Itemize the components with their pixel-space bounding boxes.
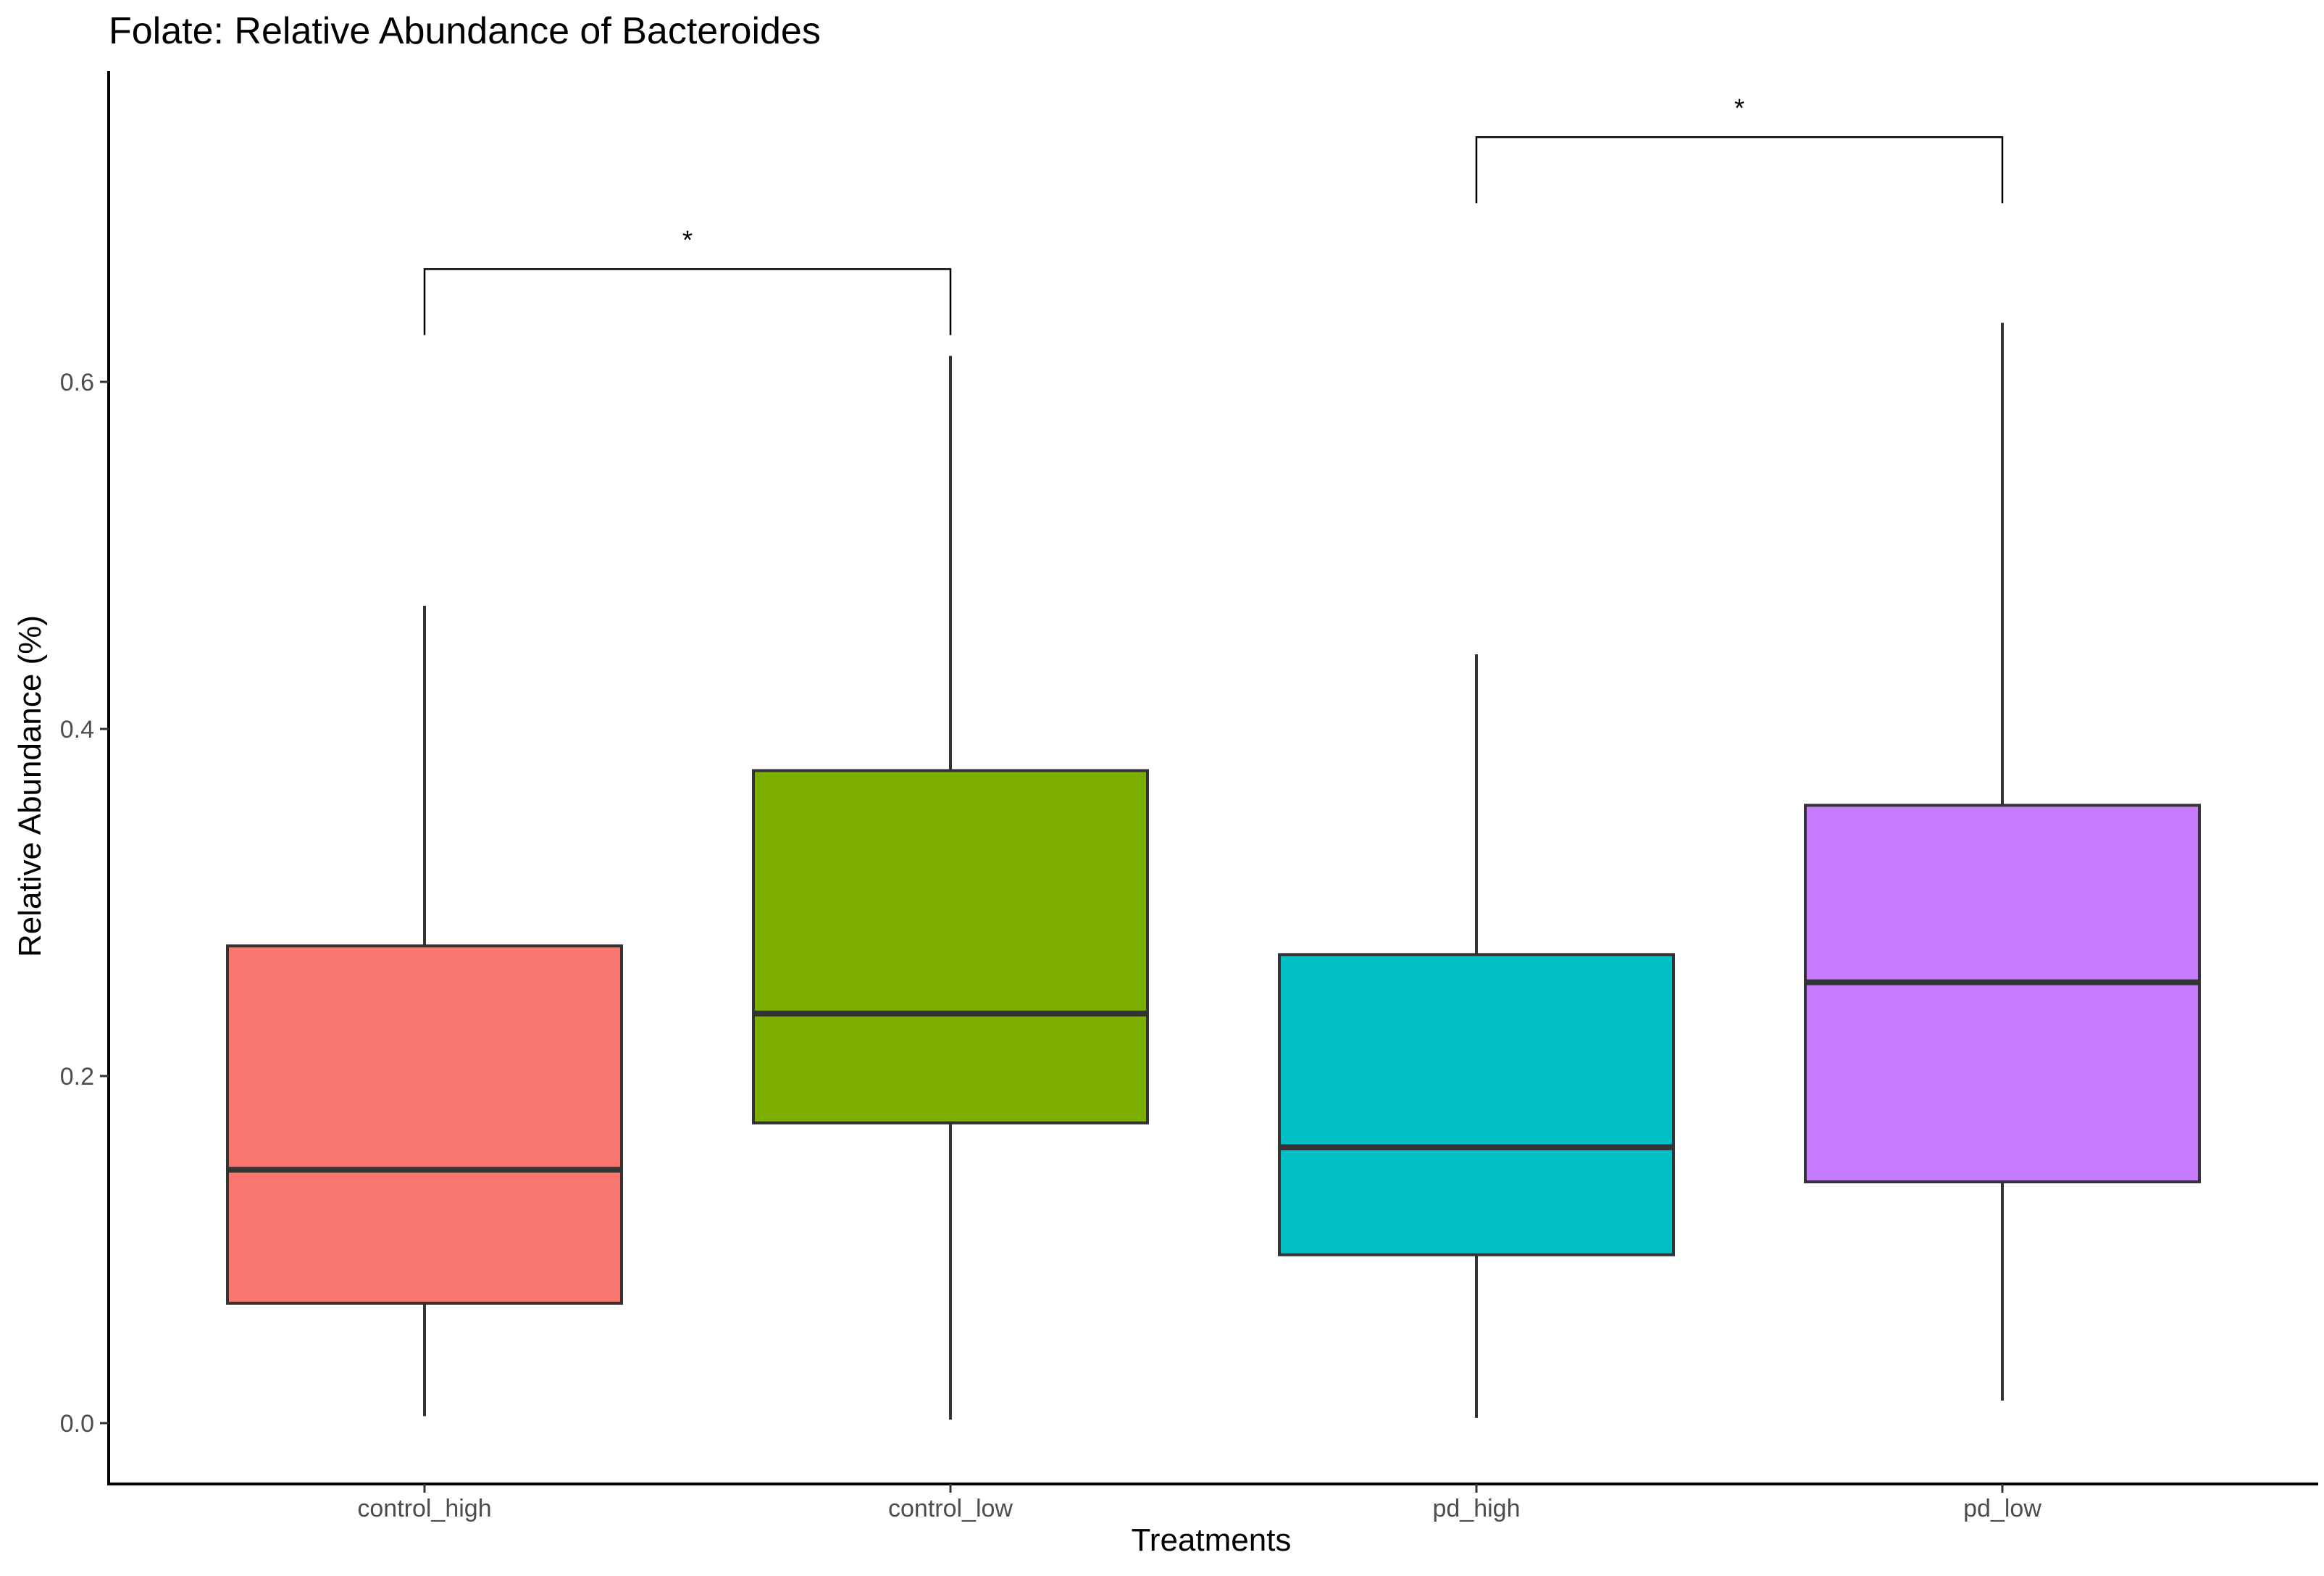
- y-tick-label: 0.2: [60, 1063, 94, 1091]
- y-tick-label: 0.4: [60, 716, 94, 743]
- y-tick-label: 0.0: [60, 1410, 94, 1438]
- significance-label: *: [682, 225, 693, 254]
- chart-title: Folate: Relative Abundance of Bacteroide…: [109, 10, 821, 52]
- x-tick-label: control_high: [357, 1495, 491, 1522]
- x-tick-label: pd_low: [1963, 1495, 2041, 1522]
- x-axis-title: Treatments: [1132, 1522, 1292, 1558]
- box-pd_high: [1278, 953, 1675, 1256]
- x-tick-label: pd_high: [1432, 1495, 1520, 1522]
- significance-bracket: [1475, 136, 2004, 204]
- box-control_low: [752, 769, 1149, 1125]
- significance-label: *: [1734, 93, 1744, 122]
- box-pd_low: [1804, 804, 2201, 1184]
- y-tick-label: 0.6: [60, 369, 94, 396]
- significance-bracket: [423, 268, 952, 335]
- y-axis-title: Relative Abundance (%): [12, 615, 48, 957]
- plot-area: 0.0 0.2 0.4 0.6 control_high control_low pd_hi…: [60, 71, 2318, 1522]
- box-control_high: [226, 944, 623, 1305]
- x-tick-label: control_low: [888, 1495, 1013, 1522]
